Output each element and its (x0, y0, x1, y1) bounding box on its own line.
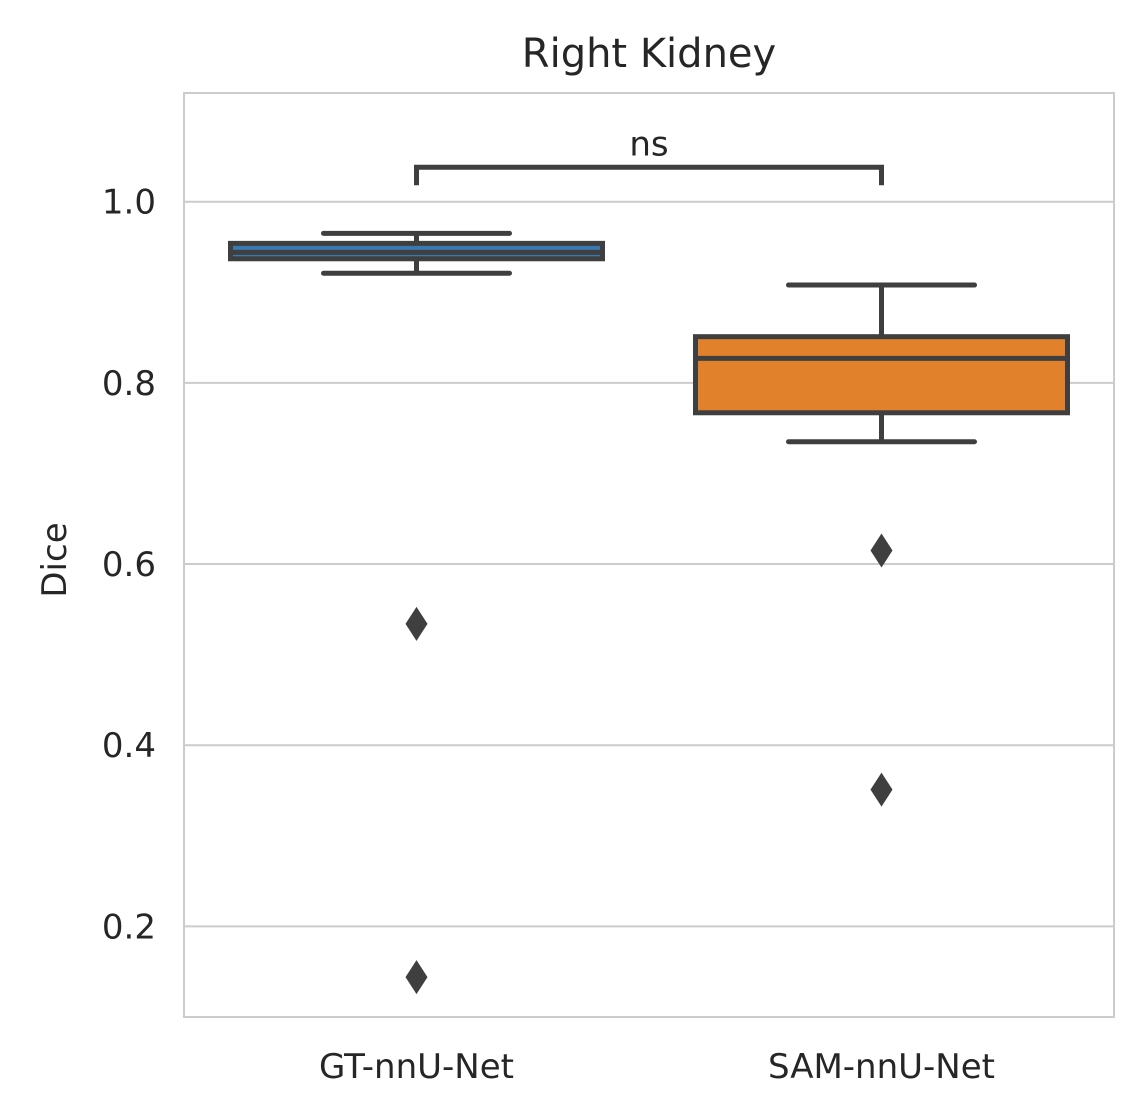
significance-annotation: ns (414, 124, 884, 186)
y-tick-label: 0.8 (102, 364, 156, 404)
plot-frame (183, 92, 1115, 1018)
significance-bracket (414, 164, 884, 186)
y-tick-labels: 0.2 0.4 0.6 0.8 1.0 (102, 183, 156, 948)
significance-label: ns (629, 124, 668, 164)
box-iqr (693, 334, 1070, 416)
y-axis-label: Dice (35, 522, 75, 597)
y-tick-label: 0.6 (102, 545, 156, 585)
y-tick-label: 1.0 (102, 183, 156, 223)
x-tick-label: SAM-nnU-Net (768, 1047, 995, 1087)
box-group (693, 282, 1070, 807)
y-tick-label: 0.2 (102, 907, 156, 947)
y-tick-label: 0.4 (102, 726, 156, 766)
outlier-point (405, 960, 428, 995)
outlier-point (870, 533, 893, 568)
chart-title: Right Kidney (522, 31, 776, 77)
box-group (228, 230, 605, 995)
outlier-point (870, 772, 893, 807)
grid-lines (184, 200, 1114, 928)
x-tick-labels: GT-nnU-Net SAM-nnU-Net (319, 1047, 995, 1087)
boxes (228, 230, 1070, 995)
x-tick-label: GT-nnU-Net (319, 1047, 514, 1087)
outlier-point (405, 606, 428, 641)
